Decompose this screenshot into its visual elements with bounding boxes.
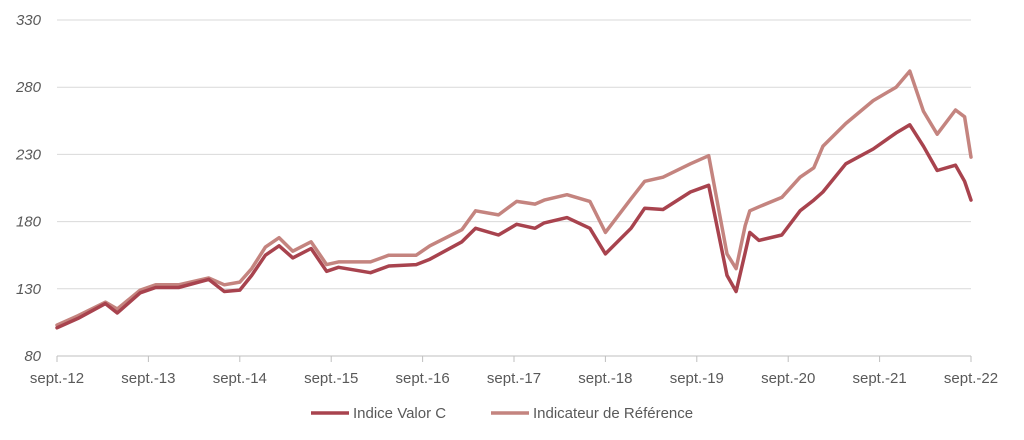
y-tick-label: 280 <box>15 79 42 96</box>
series-line-1 <box>55 123 973 330</box>
y-tick-label: 230 <box>15 146 42 163</box>
x-tick-label: sept.-12 <box>30 370 84 387</box>
legend-label-1: Indice Valor C <box>353 405 446 422</box>
y-tick-label: 330 <box>16 12 42 29</box>
x-axis-tick-labels: sept.-12 sept.-13 sept.-14 sept.-15 sept.-16… <box>30 370 998 387</box>
x-tick-label: sept.-17 <box>487 370 541 387</box>
x-tick-label: sept.-15 <box>304 370 358 387</box>
y-tick-label: 130 <box>16 281 42 298</box>
x-tick-label: sept.-13 <box>121 370 175 387</box>
gridlines <box>57 19 971 290</box>
x-tick-label: sept.-16 <box>395 370 449 387</box>
y-axis-tick-labels: 80 130 180 230 280 330 <box>15 12 42 365</box>
legend-label-2: Indicateur de Référence <box>533 405 693 422</box>
x-tick-label: sept.-19 <box>670 370 724 387</box>
series-line-2 <box>55 69 973 327</box>
x-tick-label: sept.-18 <box>578 370 632 387</box>
x-axis <box>56 355 972 362</box>
x-tick-label: sept.-20 <box>761 370 815 387</box>
y-tick-label: 80 <box>24 348 41 365</box>
x-tick-label: sept.-22 <box>944 370 998 387</box>
y-tick-label: 180 <box>16 214 42 231</box>
legend: Indice Valor C Indicateur de Référence <box>311 405 693 422</box>
series-lines <box>55 69 973 330</box>
x-tick-label: sept.-21 <box>852 370 906 387</box>
x-tick-label: sept.-14 <box>213 370 267 387</box>
